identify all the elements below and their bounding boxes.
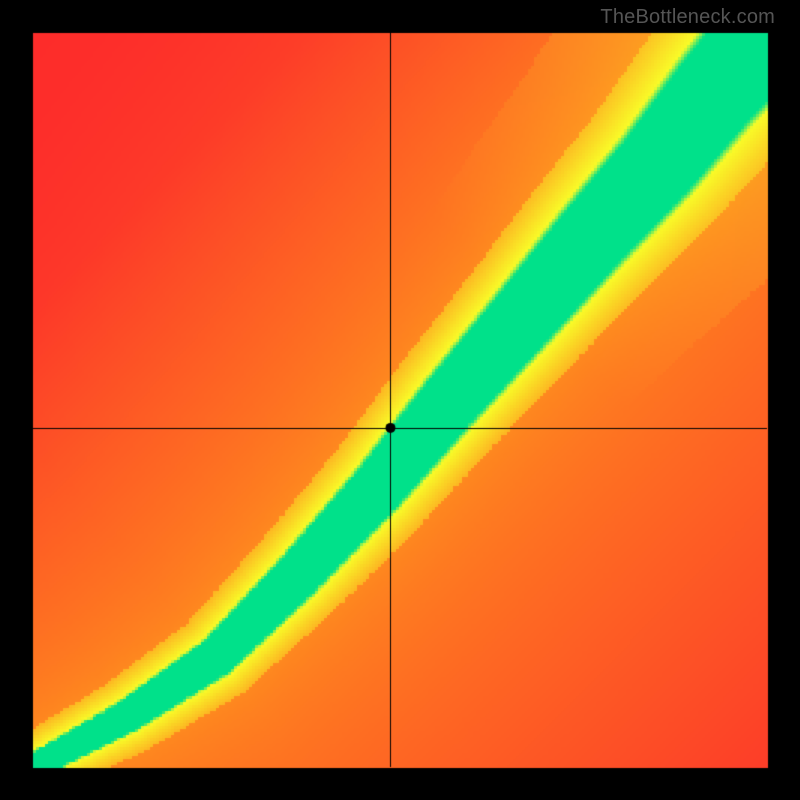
bottleneck-heatmap bbox=[0, 0, 800, 800]
watermark-text: TheBottleneck.com bbox=[600, 6, 775, 29]
chart-container: TheBottleneck.com bbox=[0, 0, 800, 800]
